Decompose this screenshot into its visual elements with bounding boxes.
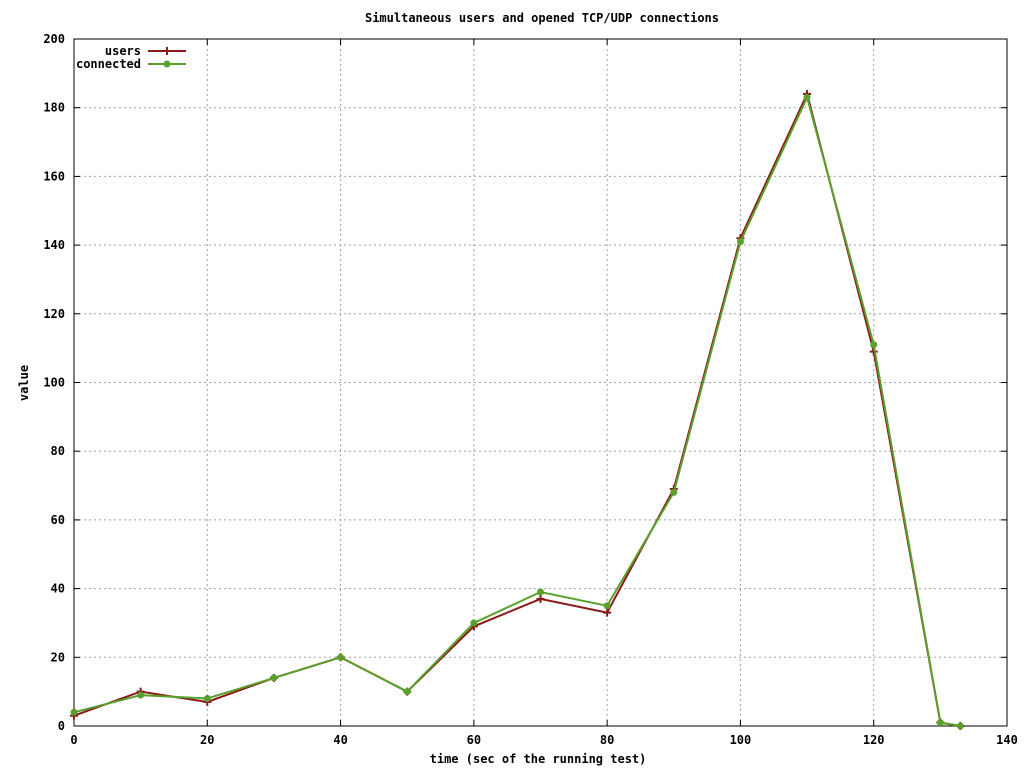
y-tick-label: 160 <box>43 169 65 183</box>
series-connected <box>70 93 964 730</box>
data-point <box>70 708 78 716</box>
data-point <box>470 619 478 627</box>
data-point <box>956 722 964 730</box>
x-axis-label: time (sec of the running test) <box>430 752 647 766</box>
x-tick-label: 140 <box>996 733 1018 747</box>
data-point <box>163 60 171 68</box>
legend-label: connected <box>76 57 141 71</box>
x-tick-label: 80 <box>600 733 614 747</box>
y-tick-label: 60 <box>51 513 65 527</box>
y-tick-label: 80 <box>51 444 65 458</box>
x-tick-label: 0 <box>70 733 77 747</box>
y-tick-label: 40 <box>51 582 65 596</box>
x-tick-label: 40 <box>333 733 347 747</box>
data-point <box>603 608 612 617</box>
legend-item: users <box>105 44 186 58</box>
plot-frame <box>73 38 1008 727</box>
y-tick-label: 120 <box>43 307 65 321</box>
data-point <box>270 674 278 682</box>
x-tick-label: 100 <box>730 733 752 747</box>
x-axis-ticks: 0 20 40 60 80 100 120 140 <box>70 39 1018 747</box>
data-point <box>736 238 744 246</box>
y-tick-label: 140 <box>43 238 65 252</box>
y-tick-label: 200 <box>43 32 65 46</box>
y-tick-label: 20 <box>51 650 65 664</box>
data-point <box>936 719 944 727</box>
x-tick-label: 20 <box>200 733 214 747</box>
data-point <box>403 688 411 696</box>
grid <box>74 39 1007 726</box>
data-point <box>603 602 611 610</box>
y-tick-label: 0 <box>58 719 65 733</box>
data-point <box>163 47 171 55</box>
legend-item: connected <box>76 57 186 71</box>
data-point <box>537 588 544 596</box>
data-point <box>803 93 811 101</box>
series-layer <box>70 89 965 730</box>
y-axis-label: value <box>17 365 31 401</box>
data-point <box>203 695 211 703</box>
y-tick-label: 180 <box>43 101 65 115</box>
data-point <box>536 594 545 603</box>
data-point <box>670 488 678 496</box>
series-line <box>73 94 961 727</box>
data-point <box>870 341 878 349</box>
legend-label: users <box>105 44 141 58</box>
data-point <box>337 653 345 661</box>
data-point <box>137 691 145 699</box>
x-tick-label: 60 <box>467 733 481 747</box>
chart-title: Simultaneous users and opened TCP/UDP co… <box>365 11 719 25</box>
y-tick-label: 100 <box>43 376 65 390</box>
x-tick-label: 120 <box>863 733 885 747</box>
